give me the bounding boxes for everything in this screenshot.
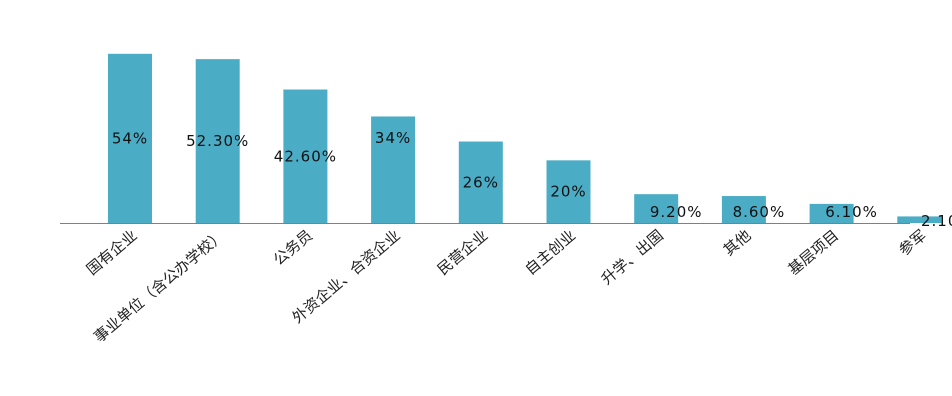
value-labels-group: 54% 52.30% 42.60% 34% 26% 20% 9.20% 8.60% 6.10% 2… bbox=[112, 129, 952, 230]
value-label-7: 9.20% bbox=[650, 203, 703, 221]
bar-8 bbox=[721, 196, 766, 223]
bar-1 bbox=[108, 53, 152, 223]
category-label-8: 其他 bbox=[720, 226, 755, 259]
value-label-5: 26% bbox=[463, 173, 499, 191]
value-label-1: 54% bbox=[112, 129, 148, 147]
bar-4 bbox=[371, 116, 416, 223]
value-label-4: 34% bbox=[375, 129, 411, 147]
category-label-1: 国有企业 bbox=[83, 226, 141, 278]
value-label-8: 8.60% bbox=[733, 203, 786, 221]
category-label-6: 自主创业 bbox=[522, 226, 580, 278]
bar-9 bbox=[809, 203, 854, 223]
category-label-3: 公务员 bbox=[270, 226, 316, 269]
bar-3 bbox=[283, 89, 328, 224]
bar-7 bbox=[634, 194, 679, 223]
value-label-6: 20% bbox=[550, 183, 586, 201]
category-label-10: 参军 bbox=[895, 226, 930, 259]
value-label-9: 6.10% bbox=[825, 203, 878, 221]
bar-10 bbox=[897, 216, 942, 223]
bar-5 bbox=[458, 141, 503, 223]
value-label-3: 42.60% bbox=[274, 147, 337, 165]
bar-2 bbox=[195, 59, 240, 224]
value-label-2: 52.30% bbox=[186, 132, 249, 150]
category-label-9: 基层项目 bbox=[785, 226, 843, 278]
bar-6 bbox=[546, 160, 591, 223]
bars-group bbox=[108, 53, 942, 224]
category-label-5: 民营企业 bbox=[434, 226, 492, 278]
category-label-7: 升学、出国 bbox=[598, 226, 667, 288]
value-label-10: 2.10% bbox=[921, 212, 952, 230]
